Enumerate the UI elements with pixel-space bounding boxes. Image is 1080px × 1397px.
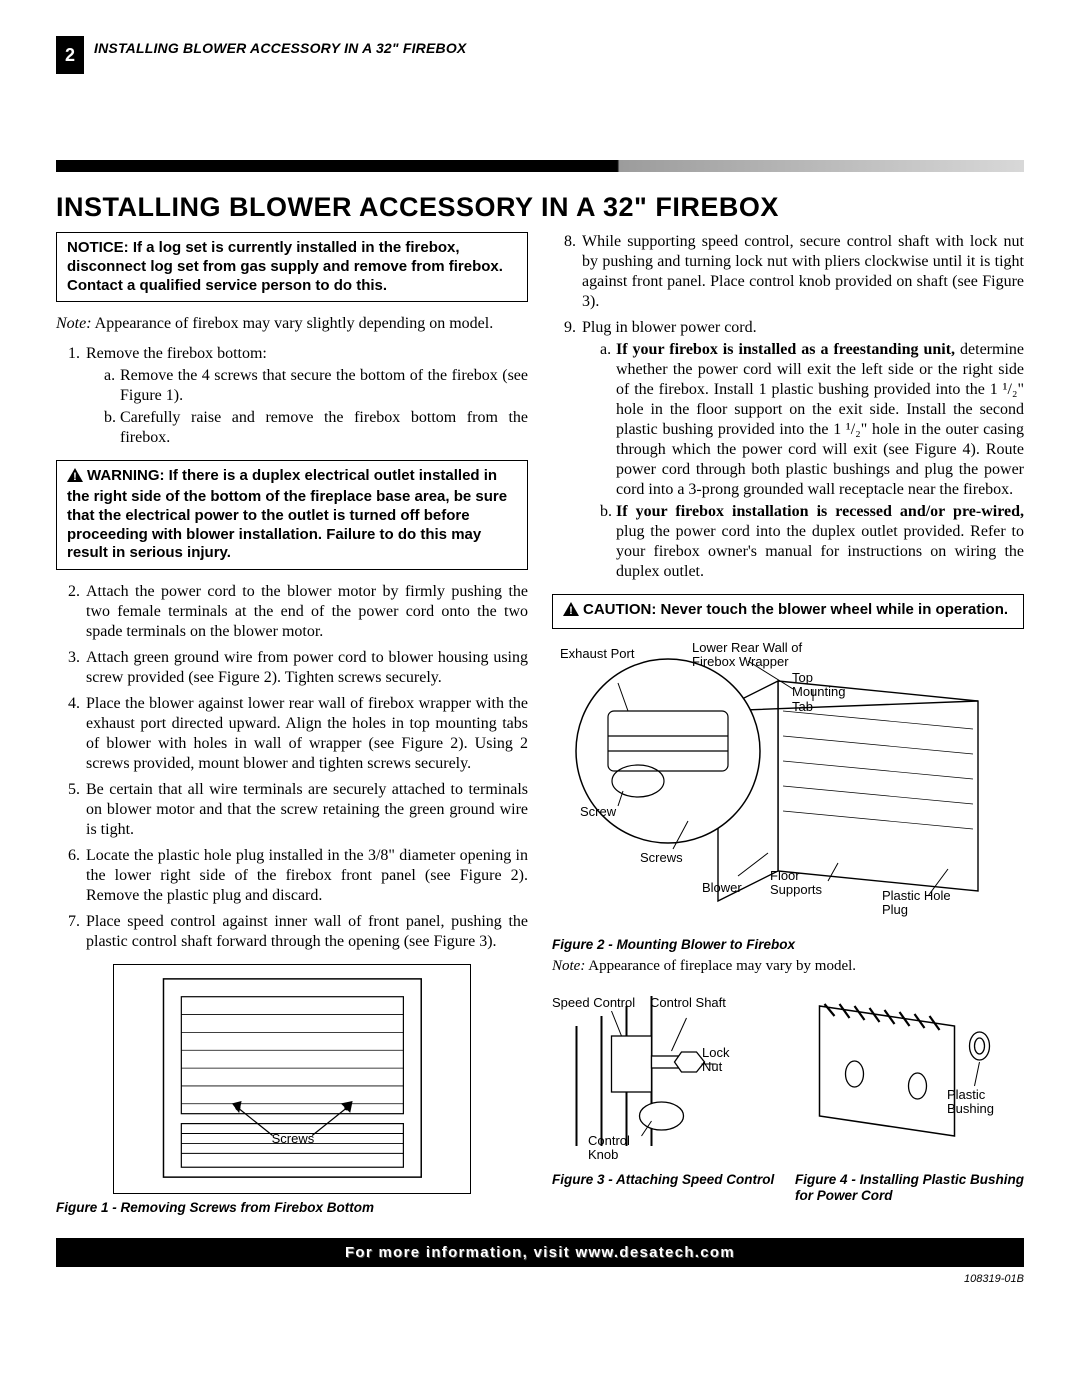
f3-shaft: Control Shaft bbox=[650, 996, 726, 1010]
figure-1-container: Screws bbox=[113, 964, 472, 1194]
step-9-text: Plug in blower power cord. bbox=[582, 319, 757, 336]
footer-bar: For more information, visit www.desatech… bbox=[56, 1238, 1024, 1267]
f2-topmount: Top Mounting Tab bbox=[792, 671, 862, 714]
figure-2-caption: Figure 2 - Mounting Blower to Firebox bbox=[552, 937, 1024, 953]
svg-text:!: ! bbox=[569, 605, 573, 616]
f3-knob: Control Knob bbox=[588, 1134, 648, 1163]
step-9-substeps: a. If your firebox is installed as a free… bbox=[582, 340, 1024, 582]
warning-icon: ! bbox=[67, 468, 83, 488]
step-9a-label: a. bbox=[600, 340, 611, 360]
f2-exhaust: Exhaust Port bbox=[560, 647, 634, 661]
figure-3: Speed Control Control Shaft Lock Nut Con… bbox=[552, 996, 781, 1166]
svg-text:!: ! bbox=[73, 471, 77, 482]
warning-box: ! WARNING: If there is a duplex electric… bbox=[56, 460, 528, 570]
step-1-text: Remove the firebox bottom: bbox=[86, 345, 267, 362]
f2-screw: Screw bbox=[580, 805, 616, 819]
f4-bushing: Plastic Bushing bbox=[947, 1088, 1007, 1117]
figure-3-container: Speed Control Control Shaft Lock Nut Con… bbox=[552, 986, 781, 1204]
step-5: Be certain that all wire terminals are s… bbox=[56, 780, 528, 840]
step-1b: b.Carefully raise and remove the firebox… bbox=[104, 408, 528, 448]
figure-3-caption: Figure 3 - Attaching Speed Control bbox=[552, 1172, 781, 1188]
figure-1: Screws bbox=[113, 964, 472, 1194]
figure-2-note: Note: Appearance of fireplace may vary b… bbox=[552, 957, 1024, 976]
steps-list-1: Remove the firebox bottom: a.Remove the … bbox=[56, 344, 528, 448]
appearance-note: Note: Appearance of firebox may vary sli… bbox=[56, 314, 528, 334]
step-1a-text: Remove the 4 screws that secure the bott… bbox=[120, 367, 528, 404]
step-8: While supporting speed control, secure c… bbox=[552, 232, 1024, 312]
caution-text: CAUTION: Never touch the blower wheel wh… bbox=[583, 601, 1008, 618]
step-9a-rest: determine whether the power cord will ex… bbox=[616, 341, 1024, 498]
main-title: INSTALLING BLOWER ACCESSORY IN A 32" FIR… bbox=[56, 192, 1024, 222]
step-1b-text: Carefully raise and remove the firebox b… bbox=[120, 409, 528, 446]
figure-4: Plastic Bushing bbox=[795, 996, 1024, 1166]
step-1a: a.Remove the 4 screws that secure the bo… bbox=[104, 366, 528, 406]
f2-note-rest: Appearance of fireplace may vary by mode… bbox=[585, 958, 856, 974]
f2-blower: Blower bbox=[702, 881, 742, 895]
step-1b-label: b. bbox=[104, 408, 116, 428]
divider-bar bbox=[56, 160, 1024, 172]
steps-list-3: While supporting speed control, secure c… bbox=[552, 232, 1024, 582]
step-2: Attach the power cord to the blower moto… bbox=[56, 582, 528, 642]
steps-list-2: Attach the power cord to the blower moto… bbox=[56, 582, 528, 952]
step-9a: a. If your firebox is installed as a free… bbox=[600, 340, 1024, 500]
f2-note-prefix: Note: bbox=[552, 958, 585, 974]
header-row: 2 INSTALLING BLOWER ACCESSORY IN A 32" F… bbox=[56, 36, 1024, 74]
two-column-layout: NOTICE: If a log set is currently instal… bbox=[56, 232, 1024, 1216]
notice-box: NOTICE: If a log set is currently instal… bbox=[56, 232, 528, 302]
figure-1-label-screws: Screws bbox=[272, 1132, 315, 1146]
f2-screws: Screws bbox=[640, 851, 683, 865]
step-9b-bold: If your firebox installation is recessed… bbox=[616, 503, 1024, 520]
step-1a-label: a. bbox=[104, 366, 115, 386]
step-9: Plug in blower power cord. a. If your fir… bbox=[552, 318, 1024, 582]
page-number-box: 2 bbox=[56, 36, 84, 74]
running-header-title: INSTALLING BLOWER ACCESSORY IN A 32" FIR… bbox=[84, 36, 466, 56]
right-column: While supporting speed control, secure c… bbox=[552, 232, 1024, 1216]
step-9a-bold: If your firebox is installed as a freest… bbox=[616, 341, 955, 358]
left-column: NOTICE: If a log set is currently instal… bbox=[56, 232, 528, 1216]
figure-2: Exhaust Port Lower Rear Wall of Firebox … bbox=[552, 641, 1024, 931]
step-9b-label: b. bbox=[600, 502, 612, 522]
f3-locknut: Lock Nut bbox=[702, 1046, 742, 1075]
figure-4-caption: Figure 4 - Installing Plastic Bushing fo… bbox=[795, 1172, 1024, 1204]
warning-text: WARNING: If there is a duplex electrical… bbox=[67, 467, 507, 561]
step-3: Attach green ground wire from power cord… bbox=[56, 648, 528, 688]
f2-floorsup: Floor Supports bbox=[770, 869, 840, 898]
figure-4-container: Plastic Bushing Figure 4 - Installing Pl… bbox=[795, 986, 1024, 1204]
step-9b: b.If your firebox installation is recess… bbox=[600, 502, 1024, 582]
step-9b-rest: plug the power cord into the duplex outl… bbox=[616, 523, 1024, 580]
document-id: 108319-01B bbox=[56, 1273, 1024, 1285]
caution-box: ! CAUTION: Never touch the blower wheel … bbox=[552, 594, 1024, 629]
note-prefix: Note: bbox=[56, 315, 92, 332]
f3-speed: Speed Control bbox=[552, 996, 635, 1010]
f2-lowerwall: Lower Rear Wall of Firebox Wrapper bbox=[692, 641, 822, 670]
document-page: 2 INSTALLING BLOWER ACCESSORY IN A 32" F… bbox=[0, 0, 1080, 1305]
step-7: Place speed control against inner wall o… bbox=[56, 912, 528, 952]
step-6: Locate the plastic hole plug installed i… bbox=[56, 846, 528, 906]
figure-1-caption: Figure 1 - Removing Screws from Firebox … bbox=[56, 1200, 528, 1216]
step-1-substeps: a.Remove the 4 screws that secure the bo… bbox=[86, 366, 528, 448]
page-number: 2 bbox=[65, 45, 75, 66]
note-text: Appearance of firebox may vary slightly … bbox=[92, 315, 494, 332]
step-4: Place the blower against lower rear wall… bbox=[56, 694, 528, 774]
figure-3-4-row: Speed Control Control Shaft Lock Nut Con… bbox=[552, 986, 1024, 1204]
step-1: Remove the firebox bottom: a.Remove the … bbox=[56, 344, 528, 448]
f2-holeplug: Plastic Hole Plug bbox=[882, 889, 952, 918]
caution-icon: ! bbox=[563, 602, 579, 622]
